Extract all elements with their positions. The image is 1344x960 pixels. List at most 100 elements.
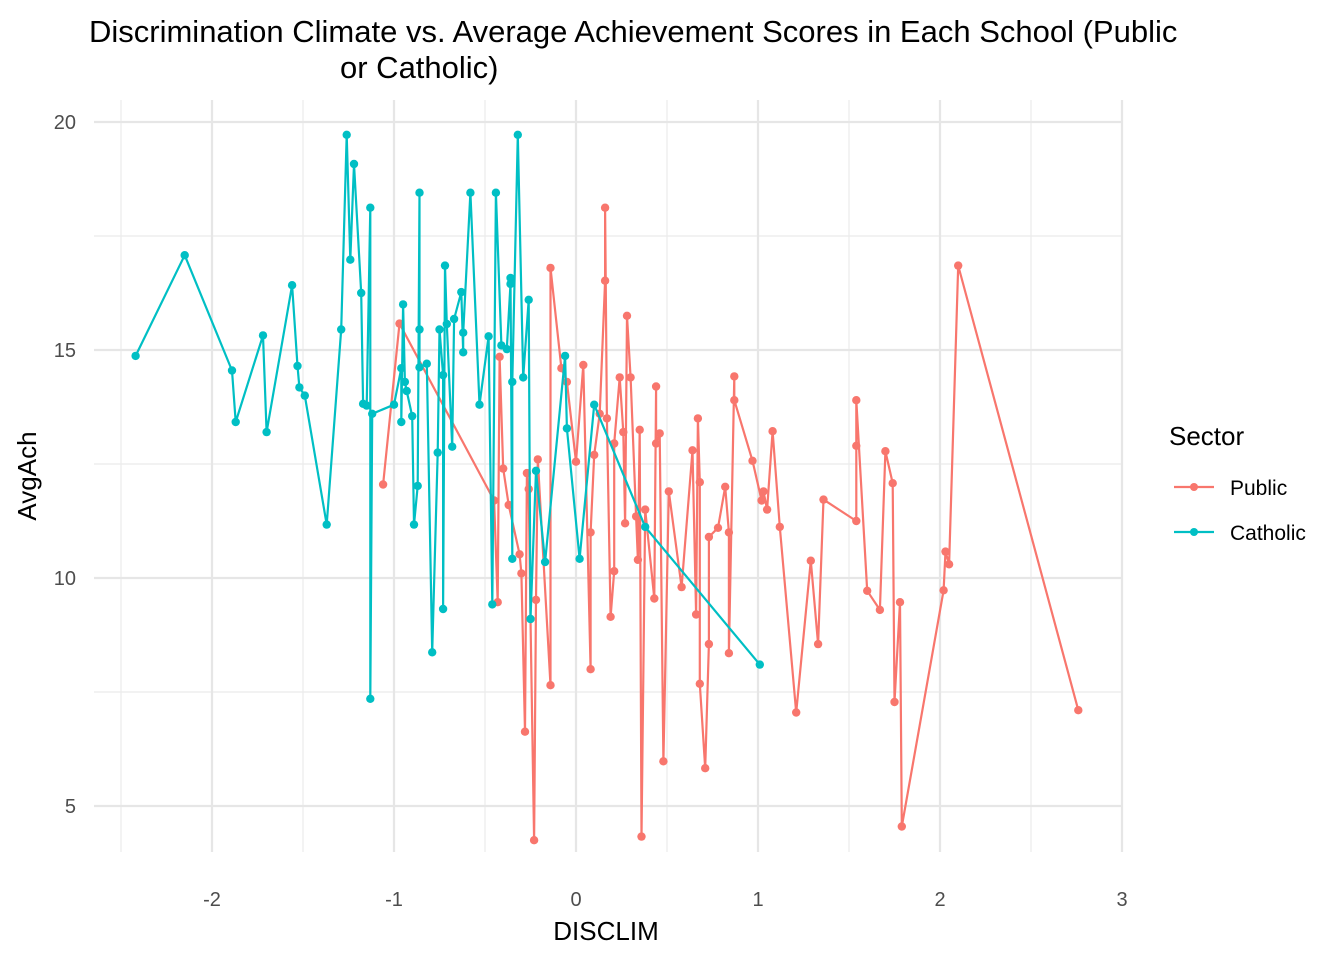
data-point-catholic <box>362 401 371 410</box>
data-point-catholic <box>293 361 302 371</box>
data-point-public <box>529 836 539 845</box>
data-point-public <box>622 311 632 320</box>
data-point-public <box>813 639 823 649</box>
data-point-catholic <box>484 332 493 341</box>
data-point-catholic <box>415 188 424 197</box>
data-point-catholic <box>641 522 650 532</box>
data-point-catholic <box>506 273 515 283</box>
data-point-public <box>695 679 704 688</box>
data-point-public <box>626 373 635 382</box>
data-point-public <box>695 478 704 487</box>
data-point-public <box>600 276 610 285</box>
data-point-public <box>615 373 624 382</box>
data-point-public <box>655 429 664 438</box>
data-point-public <box>890 697 899 707</box>
data-point-public <box>691 610 701 619</box>
data-point-public <box>620 519 630 528</box>
x-tick-label: 3 <box>1116 889 1127 911</box>
data-point-public <box>757 496 766 505</box>
chart-title-line-2: or Catholic) <box>340 50 499 85</box>
data-point-public <box>819 495 828 504</box>
data-point-public <box>586 528 595 537</box>
data-point-public <box>881 447 890 456</box>
data-point-public <box>897 822 906 831</box>
y-tick-label: 5 <box>65 796 76 818</box>
data-point-catholic <box>413 481 422 491</box>
data-point-public <box>633 555 643 564</box>
data-point-catholic <box>422 359 431 368</box>
y-tick-label: 20 <box>54 112 76 134</box>
data-point-public <box>775 522 784 532</box>
data-point-catholic <box>459 328 468 337</box>
data-point-public <box>495 352 504 361</box>
data-point-public <box>704 639 714 649</box>
x-tick-label: -2 <box>203 889 221 911</box>
data-point-public <box>635 425 644 434</box>
data-point-catholic <box>540 557 550 567</box>
data-point-public <box>748 456 757 465</box>
data-point-catholic <box>519 373 528 382</box>
data-point-catholic <box>131 351 140 361</box>
data-point-catholic <box>408 411 417 421</box>
data-point-catholic <box>349 159 359 169</box>
data-point-public <box>875 605 885 615</box>
data-point-catholic <box>475 400 484 409</box>
data-point-public <box>664 487 673 496</box>
data-point-public <box>713 523 723 532</box>
data-point-public <box>724 528 734 537</box>
data-point-catholic <box>526 614 535 624</box>
data-point-public <box>520 727 530 736</box>
data-point-catholic <box>491 188 501 197</box>
data-point-public <box>651 382 661 391</box>
legend-item-catholic: Catholic <box>1174 522 1306 545</box>
data-point-catholic <box>366 694 375 703</box>
data-point-catholic <box>502 344 511 354</box>
data-point-public <box>730 396 739 405</box>
data-point-public <box>546 681 555 690</box>
data-point-catholic <box>400 377 410 387</box>
data-point-public <box>651 439 661 448</box>
data-point-catholic <box>755 660 764 669</box>
data-point-catholic <box>346 255 355 264</box>
data-point-catholic <box>300 391 309 400</box>
data-point-public <box>637 832 646 841</box>
data-point-public <box>944 560 954 569</box>
chart-title-line-1: Discrimination Climate vs. Average Achie… <box>89 14 1177 49</box>
series-line-public <box>382 206 1080 842</box>
legend-key-point-public <box>1190 483 1198 491</box>
data-point-public <box>619 427 628 437</box>
data-point-public <box>688 446 697 455</box>
data-point-public <box>701 764 710 773</box>
data-point-public <box>504 500 513 510</box>
data-point-public <box>602 414 612 423</box>
data-point-catholic <box>560 351 570 361</box>
data-point-public <box>631 512 641 521</box>
data-point-catholic <box>466 188 475 197</box>
data-point-public <box>677 582 686 592</box>
data-point-public <box>730 372 739 381</box>
series-layer <box>131 130 1083 845</box>
y-axis-title: AvgAch <box>12 431 42 520</box>
data-point-public <box>806 556 815 565</box>
data-point-catholic <box>448 442 457 451</box>
data-point-public <box>852 396 861 405</box>
legend-title: Sector <box>1169 421 1244 451</box>
data-point-public <box>792 708 801 717</box>
data-point-public <box>759 487 768 496</box>
data-point-public <box>659 757 668 766</box>
data-point-catholic <box>409 520 419 529</box>
data-point-catholic <box>337 325 346 334</box>
axis-tick-labels: -2 -1 0 1 2 3 5 10 15 20 <box>54 112 1128 911</box>
data-point-catholic <box>227 366 237 375</box>
data-point-catholic <box>575 554 584 563</box>
data-point-catholic <box>322 520 331 529</box>
y-tick-label: 10 <box>54 568 76 590</box>
legend-label-public: Public <box>1230 477 1287 500</box>
data-point-public <box>590 450 599 460</box>
x-tick-label: 1 <box>752 889 763 911</box>
data-point-catholic <box>524 295 533 304</box>
data-point-public <box>863 586 872 595</box>
data-point-catholic <box>397 417 406 427</box>
data-point-catholic <box>562 424 572 433</box>
